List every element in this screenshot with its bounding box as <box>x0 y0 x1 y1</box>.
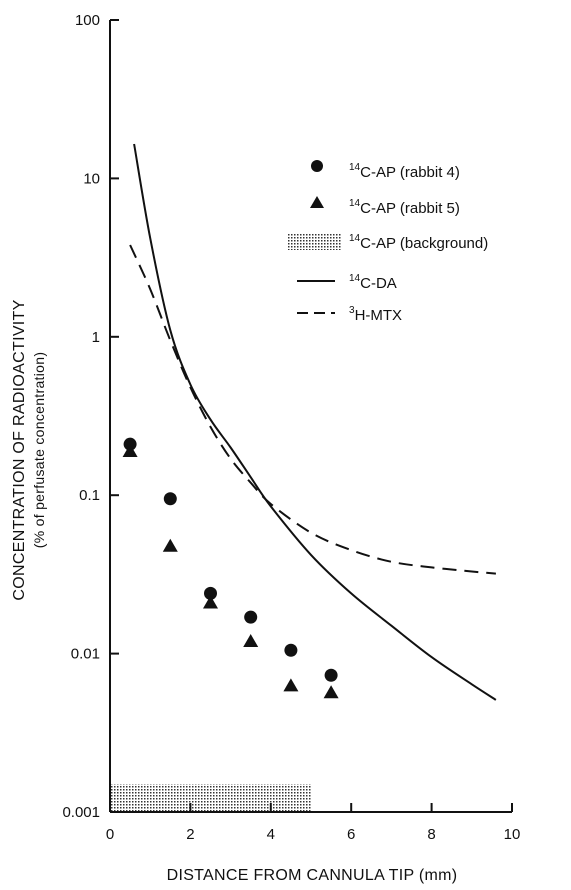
y-tick-label: 10 <box>83 170 100 187</box>
point-rabbit5 <box>122 444 138 458</box>
legend-marker-triangle <box>310 196 324 208</box>
legend-text-cda: C-DA <box>360 275 397 292</box>
legend-isotope-rabbit5: 14 <box>349 198 361 209</box>
legend-label-hmtx: 3H-MTX <box>349 305 402 324</box>
legend-label-rabbit5: 14C-AP (rabbit 5) <box>349 198 460 217</box>
point-rabbit4 <box>163 492 177 506</box>
legend-isotope-cda: 14 <box>349 273 361 284</box>
legend-text-background: C-AP (background) <box>360 235 488 252</box>
y-axis-sublabel: (% of perfusate concentration) <box>31 352 47 549</box>
curve-cda <box>133 143 497 701</box>
x-tick-label: 4 <box>267 826 275 843</box>
legend-swatch-background <box>288 234 341 250</box>
legend-isotope-hmtx: 3 <box>349 305 355 316</box>
legend-text-rabbit5: C-AP (rabbit 5) <box>360 200 460 217</box>
legend-label-cda: 14C-DA <box>349 273 397 292</box>
x-axis-label: DISTANCE FROM CANNULA TIP (mm) <box>167 867 458 884</box>
point-rabbit5 <box>162 538 178 552</box>
y-axis-label: CONCENTRATION OF RADIOACTIVITY <box>11 299 28 600</box>
y-tick-label: 0.001 <box>62 804 100 821</box>
y-tick-label: 0.01 <box>71 646 100 663</box>
point-rabbit5 <box>243 634 259 648</box>
legend-text-rabbit4: C-AP (rabbit 4) <box>360 164 460 181</box>
legend-marker-circle <box>311 160 323 172</box>
legend-label-background: 14C-AP (background) <box>349 233 488 252</box>
legend-label-rabbit4: 14C-AP (rabbit 4) <box>349 162 460 181</box>
point-rabbit5 <box>283 678 299 692</box>
curve-hmtx <box>129 244 496 575</box>
y-tick-label: 0.1 <box>79 487 100 504</box>
point-rabbit5 <box>323 685 339 699</box>
point-rabbit4 <box>204 586 217 600</box>
x-tick-label: 2 <box>186 826 194 843</box>
point-rabbit5 <box>203 595 218 609</box>
y-tick-label: 100 <box>75 12 100 29</box>
y-tick-label: 1 <box>92 329 100 346</box>
x-tick-label: 6 <box>347 826 355 843</box>
legend-isotope-background: 14 <box>349 233 361 244</box>
x-tick-label: 8 <box>427 826 435 843</box>
background-band <box>110 784 311 812</box>
legend-text-hmtx: H-MTX <box>355 307 403 324</box>
x-tick-label: 10 <box>504 826 521 843</box>
point-rabbit4 <box>284 643 298 657</box>
point-rabbit4 <box>324 668 338 682</box>
point-rabbit4 <box>244 610 258 624</box>
x-tick-label: 0 <box>106 826 114 843</box>
legend-isotope-rabbit4: 14 <box>349 162 361 173</box>
legend: 14C-AP (rabbit 4) 14C-AP (rabbit 5) 14C-… <box>288 160 488 324</box>
plot-area: 0.001 0.01 0.1 1 10 100 0 2 4 6 8 10 <box>62 12 520 843</box>
